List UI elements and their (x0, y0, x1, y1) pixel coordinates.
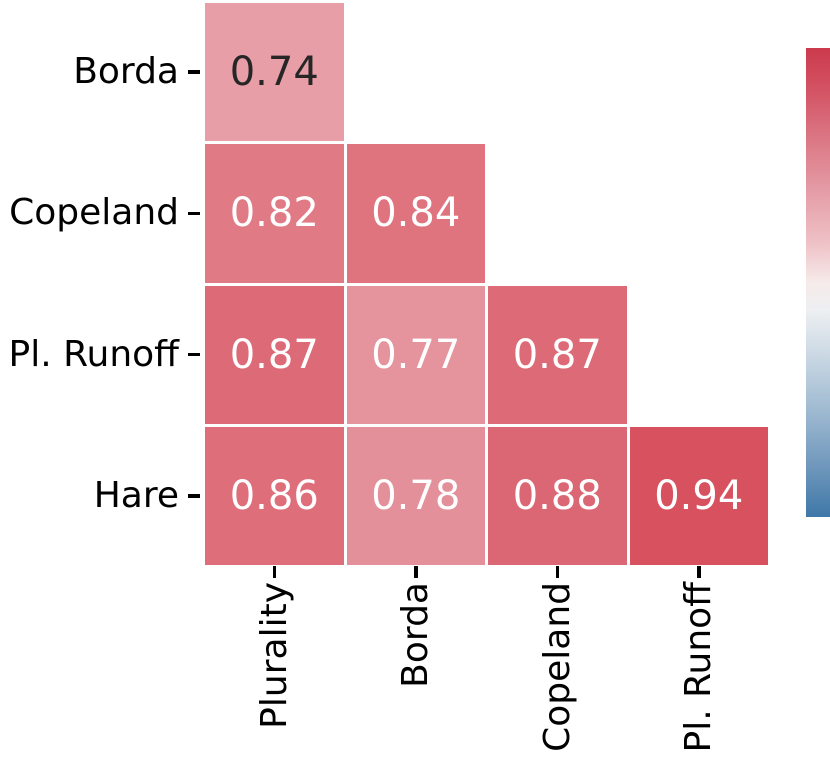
heatmap-cell: 0.78 (346, 426, 485, 565)
x-tick-label-wrap: Plurality (248, 582, 300, 729)
x-tick-label-wrap: Pl. Runoff (673, 582, 725, 752)
x-tick-mark (272, 566, 276, 578)
y-tick-label: Pl. Runoff (8, 333, 179, 375)
cell-value: 0.88 (512, 472, 602, 519)
cell-value: 0.87 (229, 331, 319, 378)
cell-value: 0.94 (654, 472, 744, 519)
heatmap-cell: 0.87 (488, 285, 627, 424)
heatmap-cell: 0.86 (205, 426, 344, 565)
cell-value: 0.84 (371, 190, 461, 237)
y-tick-label: Copeland (9, 192, 179, 234)
x-tick-label-wrap: Copeland (531, 582, 583, 752)
cell-value: 0.82 (229, 190, 319, 237)
x-tick-label-wrap: Borda (390, 582, 442, 688)
cell-value: 0.87 (512, 331, 602, 378)
heatmap-cell: 0.88 (488, 426, 627, 565)
x-tick-mark (414, 566, 418, 578)
heatmap-cell: 0.94 (629, 426, 768, 565)
heatmap-cell: 0.87 (205, 285, 344, 424)
x-tick-mark (697, 566, 701, 578)
y-tick-mark (188, 70, 200, 74)
colorbar (806, 48, 830, 517)
y-tick-label: Hare (93, 474, 179, 516)
y-tick-mark (188, 211, 200, 216)
x-tick-mark (555, 566, 559, 578)
heatmap-cell: 0.84 (346, 144, 485, 283)
y-tick-mark (188, 352, 200, 357)
heatmap-cell: 0.74 (205, 3, 344, 142)
cell-value: 0.78 (371, 472, 461, 519)
cell-value: 0.77 (371, 331, 461, 378)
x-tick-label: Plurality (253, 582, 295, 729)
heatmap-cell: 0.77 (346, 285, 485, 424)
x-tick-label: Borda (395, 582, 437, 688)
x-tick-label: Pl. Runoff (678, 582, 720, 753)
y-tick-mark (188, 494, 200, 498)
cell-value: 0.74 (229, 49, 319, 96)
heatmap-cell: 0.82 (205, 144, 344, 283)
y-tick-label: Borda (73, 51, 179, 93)
x-tick-label: Copeland (536, 582, 578, 752)
cell-value: 0.86 (229, 472, 319, 519)
